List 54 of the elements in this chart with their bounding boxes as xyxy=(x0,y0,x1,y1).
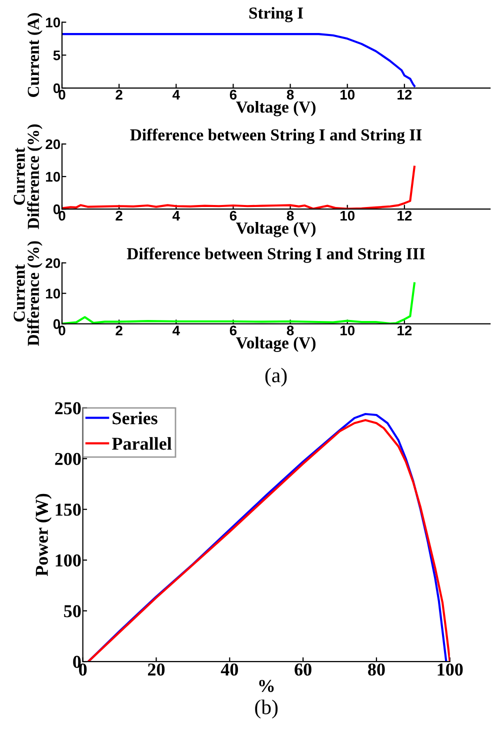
x-tick-label: 2 xyxy=(116,326,122,336)
y-tick-label: 0 xyxy=(53,204,60,214)
x-tick-label: 20 xyxy=(148,663,165,676)
chart-title: Difference between String I and String II xyxy=(130,128,422,144)
x-tick-label: 6 xyxy=(230,326,237,336)
y-tick-label: 20 xyxy=(46,139,60,150)
text: (a) xyxy=(265,368,287,387)
chart-title: String I xyxy=(249,6,304,22)
y-tick-label: 10 xyxy=(46,288,60,299)
y-tick-label: 50 xyxy=(64,605,81,618)
x-tick-label: 12 xyxy=(398,90,412,100)
x-tick-label: 4 xyxy=(172,326,180,336)
x-tick-label: 80 xyxy=(368,663,385,676)
x-axis-title: Voltage (V) xyxy=(236,336,316,352)
x-axis-title: % xyxy=(259,680,274,692)
y-tick-label: 10 xyxy=(46,172,60,182)
line-series xyxy=(62,166,416,210)
x-tick-label: 8 xyxy=(286,326,294,336)
x-tick-label: 2 xyxy=(116,90,122,100)
x-tick-label: 4 xyxy=(172,90,180,100)
x-tick-label: 2 xyxy=(116,210,122,221)
x-tick-label: 8 xyxy=(286,90,294,100)
x-axis-title: Voltage (V) xyxy=(236,100,316,116)
x-tick-label: 12 xyxy=(398,326,412,336)
x-tick-label: 60 xyxy=(294,663,312,676)
x-axis-title: Voltage (V) xyxy=(236,222,316,238)
x-tick-label: 4 xyxy=(172,210,180,221)
y-tick-label: 100 xyxy=(56,554,81,567)
y-tick-label: 250 xyxy=(55,402,81,414)
legend-label: Series xyxy=(112,412,158,424)
x-tick-label: 10 xyxy=(340,326,355,336)
x-tick-label: 8 xyxy=(286,210,294,221)
x-tick-label: 12 xyxy=(398,210,412,221)
y-axis-title: Current Difference (%) xyxy=(14,241,42,346)
x-tick-label: 10 xyxy=(340,90,355,100)
legend-label: Parallel xyxy=(112,437,172,450)
x-tick-label: 6 xyxy=(230,90,237,100)
y-tick-label: 10 xyxy=(46,18,60,28)
y-tick-label: 5 xyxy=(53,50,60,60)
x-tick-label: 10 xyxy=(340,210,355,221)
x-tick-label: 6 xyxy=(230,210,237,221)
text: (b) xyxy=(255,700,278,718)
y-tick-label: 20 xyxy=(46,258,60,268)
y-axis-title: Current Difference (%) xyxy=(14,124,42,230)
y-axis-title: Current (A) xyxy=(27,13,42,97)
line-series xyxy=(62,33,416,88)
chart-title: Difference between String I and String III xyxy=(126,247,425,263)
y-tick-label: 150 xyxy=(56,504,81,516)
y-tick-label: 200 xyxy=(55,452,81,466)
y-tick-label: 0 xyxy=(53,319,60,329)
line-series xyxy=(62,282,416,324)
x-tick-label: 100 xyxy=(438,663,463,676)
y-axis-title: Power (W) xyxy=(35,494,52,576)
x-tick-label: 40 xyxy=(220,663,238,676)
